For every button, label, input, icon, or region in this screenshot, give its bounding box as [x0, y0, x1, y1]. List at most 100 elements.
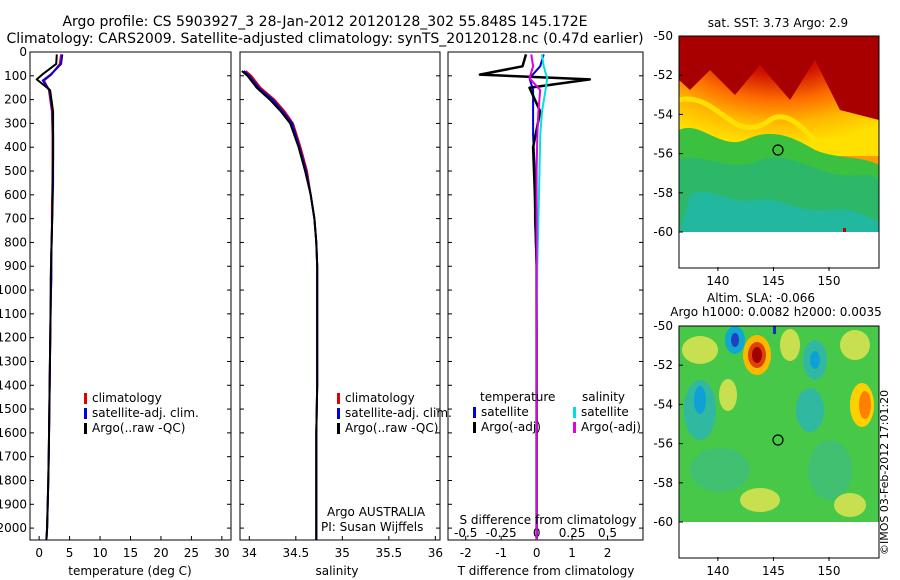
- argo-location-marker: [772, 144, 784, 156]
- sdiff-xlabel: S difference from climatology: [460, 513, 637, 527]
- x-tick-label: 0: [35, 546, 43, 560]
- float-program-note: Argo AUSTRALIA: [327, 505, 426, 519]
- sla-low: [796, 388, 824, 432]
- depth-tick-label: 1900: [0, 497, 27, 511]
- legend-label: satellite: [581, 405, 629, 419]
- figure-title-line1: Argo profile: CS 5903927_3 28-Jan-2012 2…: [62, 14, 588, 30]
- legend-label: Argo(..raw -QC): [92, 421, 185, 435]
- sla-anomaly: [808, 440, 852, 500]
- sla-lat-axis: -50 -52 -54 -56 -58 -60: [653, 319, 683, 529]
- x-tick-label: 30: [214, 546, 229, 560]
- sla-high-core: [752, 347, 762, 363]
- depth-tick-label: 900: [4, 259, 27, 273]
- lat-tick-label: -58: [653, 186, 673, 200]
- salinity-legend: climatology satellite-adj. clim. Argo(..…: [321, 391, 452, 534]
- depth-tick-label: 1200: [0, 331, 27, 345]
- sla-anomaly: [690, 448, 750, 492]
- x-tick-label: 0: [533, 546, 541, 560]
- legend-swatch-s-satellite: [573, 407, 576, 418]
- sla-map-subtitle: Argo h1000: 0.0082 h2000: 0.0035: [670, 305, 882, 319]
- depth-tick-label: 1400: [0, 378, 27, 392]
- sst-front: [678, 96, 817, 142]
- x-tick-label: 15: [123, 546, 138, 560]
- lat-tick-label: -50: [653, 29, 673, 43]
- lon-tick-label: 150: [818, 564, 841, 578]
- lat-tick-label: -60: [653, 225, 673, 239]
- x-tick-label: 34: [242, 546, 257, 560]
- legend-label: satellite-adj. clim.: [92, 406, 199, 420]
- legend-label: Argo(..raw -QC): [345, 421, 438, 435]
- legend-swatch-climatology: [84, 393, 87, 404]
- sla-low-core: [694, 386, 706, 414]
- x-tick-label: -0.5: [454, 526, 477, 540]
- depth-tick-label: 1100: [0, 307, 27, 321]
- salinity-profiles: [241, 70, 319, 540]
- lon-tick-label: 145: [762, 274, 785, 288]
- x-tick-label: -0.25: [486, 526, 517, 540]
- depth-tick-label: 100: [4, 69, 27, 83]
- sst-map-frame: [678, 35, 880, 269]
- depth-tick-label: 300: [4, 116, 27, 130]
- x-tick-label: 34.5: [282, 546, 309, 560]
- sst-coldest-region: [680, 192, 879, 232]
- legend-swatch-t-satellite: [473, 407, 476, 418]
- x-tick-label: 2: [604, 546, 612, 560]
- x-tick-label: 35: [335, 546, 350, 560]
- tdiff-xlabel: T difference from climatology: [457, 564, 635, 578]
- x-tick-label: 36: [428, 546, 443, 560]
- legend-title-salinity: salinity: [582, 390, 625, 404]
- sla-anomaly: [840, 330, 870, 360]
- legend-swatch-satellite: [337, 408, 340, 419]
- depth-tick-label: 200: [4, 93, 27, 107]
- lon-tick-label: 140: [706, 274, 729, 288]
- legend-label: climatology: [345, 391, 415, 405]
- difference-panel-frame: [447, 51, 644, 541]
- sst-lat-axis: -50 -52 -54 -56 -58 -60: [653, 29, 683, 239]
- lat-tick-label: -52: [653, 358, 673, 372]
- lon-tick-label: 145: [762, 564, 785, 578]
- figure-title-line2: Climatology: CARS2009. Satellite-adjuste…: [6, 31, 644, 47]
- sst-hot-core: [679, 36, 879, 120]
- lat-tick-label: -56: [653, 147, 673, 161]
- depth-tick-label: 800: [4, 235, 27, 249]
- sla-lon-axis: 140 145 150: [706, 557, 840, 578]
- depth-tick-label: 1600: [0, 426, 27, 440]
- depth-tick-label: 1700: [0, 450, 27, 464]
- lat-tick-label: -60: [653, 515, 673, 529]
- sla-map: [678, 325, 880, 559]
- sla-high-core: [859, 391, 871, 419]
- depth-tick-label: 2000: [0, 521, 27, 535]
- difference-profiles: [478, 54, 592, 540]
- temperature-xlabel: temperature (deg C): [68, 564, 191, 578]
- sla-anomaly: [780, 329, 800, 361]
- x-tick-label: 10: [92, 546, 107, 560]
- legend-title-temperature: temperature: [480, 390, 555, 404]
- sla-low-core: [731, 333, 739, 347]
- x-tick-label: 25: [184, 546, 199, 560]
- depth-tick-label: 1800: [0, 473, 27, 487]
- legend-label: satellite: [481, 405, 529, 419]
- temperature-profiles: [35, 54, 64, 540]
- lat-tick-label: -54: [653, 397, 673, 411]
- float-pi-note: PI: Susan Wijffels: [321, 520, 423, 534]
- x-tick-label: 0.5: [598, 526, 617, 540]
- profile-line: [35, 54, 58, 540]
- temperature-x-axis: 0 5 10 15 20 25 30: [35, 536, 230, 560]
- x-tick-label: 35.5: [375, 546, 402, 560]
- x-tick-label: 0.25: [559, 526, 586, 540]
- sla-edge-pixel: [773, 326, 776, 334]
- legend-swatch-t-argo: [473, 422, 476, 433]
- salinity-panel-frame: [239, 51, 441, 541]
- argo-location-marker: [772, 434, 784, 446]
- x-tick-label: 20: [153, 546, 168, 560]
- sla-anomaly: [740, 488, 780, 512]
- x-tick-label: -2: [460, 546, 472, 560]
- temperature-legend: climatology satellite-adj. clim. Argo(..…: [84, 391, 199, 435]
- legend-label: satellite-adj. clim.: [345, 406, 452, 420]
- difference-legend: temperature salinity satellite Argo(-adj…: [473, 390, 641, 434]
- legend-label: climatology: [92, 391, 162, 405]
- lon-tick-label: 140: [706, 564, 729, 578]
- depth-tick-label: 400: [4, 140, 27, 154]
- temperature-panel-frame: [29, 51, 232, 541]
